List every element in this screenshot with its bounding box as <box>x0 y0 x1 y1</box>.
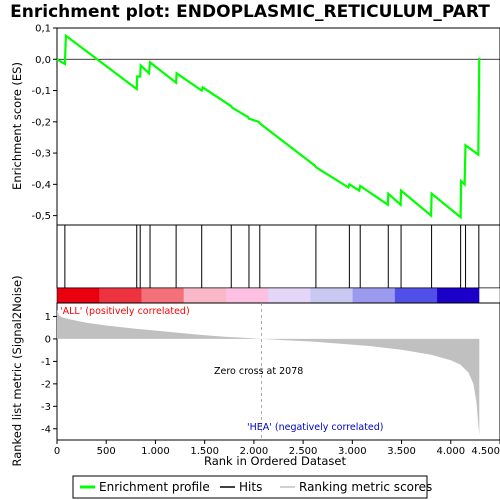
negative-correlation-label: 'HEA' (negatively correlated) <box>247 422 384 433</box>
x-tick-label: 3.500 <box>387 446 416 457</box>
x-axis-ticks: 0 500 1.000 1.500 2.000 2.500 3.000 3.500 4.000 4… <box>54 440 500 457</box>
enrichment-score-panel: 0,1 0,0 -0,1 -0,2 -0,3 -0,4 -0,5 <box>31 24 500 226</box>
rm-y-tick-label: -1 <box>41 357 51 368</box>
heat-bar-segment <box>99 288 142 303</box>
legend-metric-label: Ranking metric scores <box>299 480 432 494</box>
es-y-tick-label: -0,4 <box>31 180 51 191</box>
legend-hits-label: Hits <box>239 480 262 494</box>
es-y-axis-label: Enrichment score (ES) <box>10 62 24 190</box>
x-tick-label: 4.500 <box>471 446 500 457</box>
x-tick-label: 2.000 <box>240 446 269 457</box>
ranked-metric-panel: 1 0 -1 -2 -3 -4 'ALL' (positively correlated)… <box>41 302 500 441</box>
zero-cross-label: Zero cross at 2078 <box>214 366 303 377</box>
x-axis-label: Rank in Ordered Dataset <box>204 454 347 468</box>
hits-frame <box>56 224 500 289</box>
ranking-heat-bar <box>56 287 500 304</box>
x-tick-label: 500 <box>97 446 116 457</box>
x-tick-label: 1.000 <box>141 446 170 457</box>
heat-bar-segment <box>268 288 311 303</box>
x-tick-label: 4.000 <box>436 446 465 457</box>
x-tick-label: 1.500 <box>190 446 219 457</box>
x-tick-label: 3.000 <box>338 446 367 457</box>
hits-panel <box>56 224 500 289</box>
heat-bar-segment <box>141 288 185 303</box>
x-tick-label: 0 <box>54 446 60 457</box>
heat-bar-segment <box>183 288 227 303</box>
heat-bar-segment <box>352 288 396 303</box>
chart-title: Enrichment plot: ENDOPLASMIC_RETICULUM_P… <box>10 2 490 22</box>
ranking-metric-area <box>57 309 480 436</box>
legend-box <box>72 475 428 499</box>
es-y-tick-label: -0,2 <box>31 117 51 128</box>
rm-y-tick-label: 1 <box>45 312 51 323</box>
rm-y-tick-label: -2 <box>41 379 51 390</box>
enrichment-profile-line <box>56 33 481 220</box>
rm-plot-frame <box>56 302 500 441</box>
es-y-tick-label: -0,5 <box>31 211 51 222</box>
legend: Enrichment profile Hits Ranking metric s… <box>72 475 432 499</box>
heat-bar-segment <box>437 288 480 303</box>
es-y-tick-label: 0,1 <box>35 24 51 35</box>
heat-bar-tail <box>479 288 500 303</box>
legend-enrichment-label: Enrichment profile <box>99 480 210 494</box>
rm-y-tick-label: 0 <box>45 334 51 345</box>
heat-bar-segment <box>57 288 100 303</box>
heat-bar-segment <box>225 288 269 303</box>
heat-bar-segment <box>310 288 354 303</box>
es-y-tick-label: 0,0 <box>35 55 51 66</box>
rm-y-tick-label: -4 <box>41 424 51 435</box>
heat-bar-segment <box>394 288 438 303</box>
rm-y-tick-label: -3 <box>41 402 51 413</box>
rm-y-axis-label: Ranked list metric (Signal2Noise) <box>10 275 24 466</box>
es-y-tick-label: -0,3 <box>31 149 51 160</box>
positive-correlation-label: 'ALL' (positively correlated) <box>60 306 190 317</box>
es-y-tick-label: -0,1 <box>31 86 51 97</box>
x-tick-label: 2.500 <box>289 446 318 457</box>
